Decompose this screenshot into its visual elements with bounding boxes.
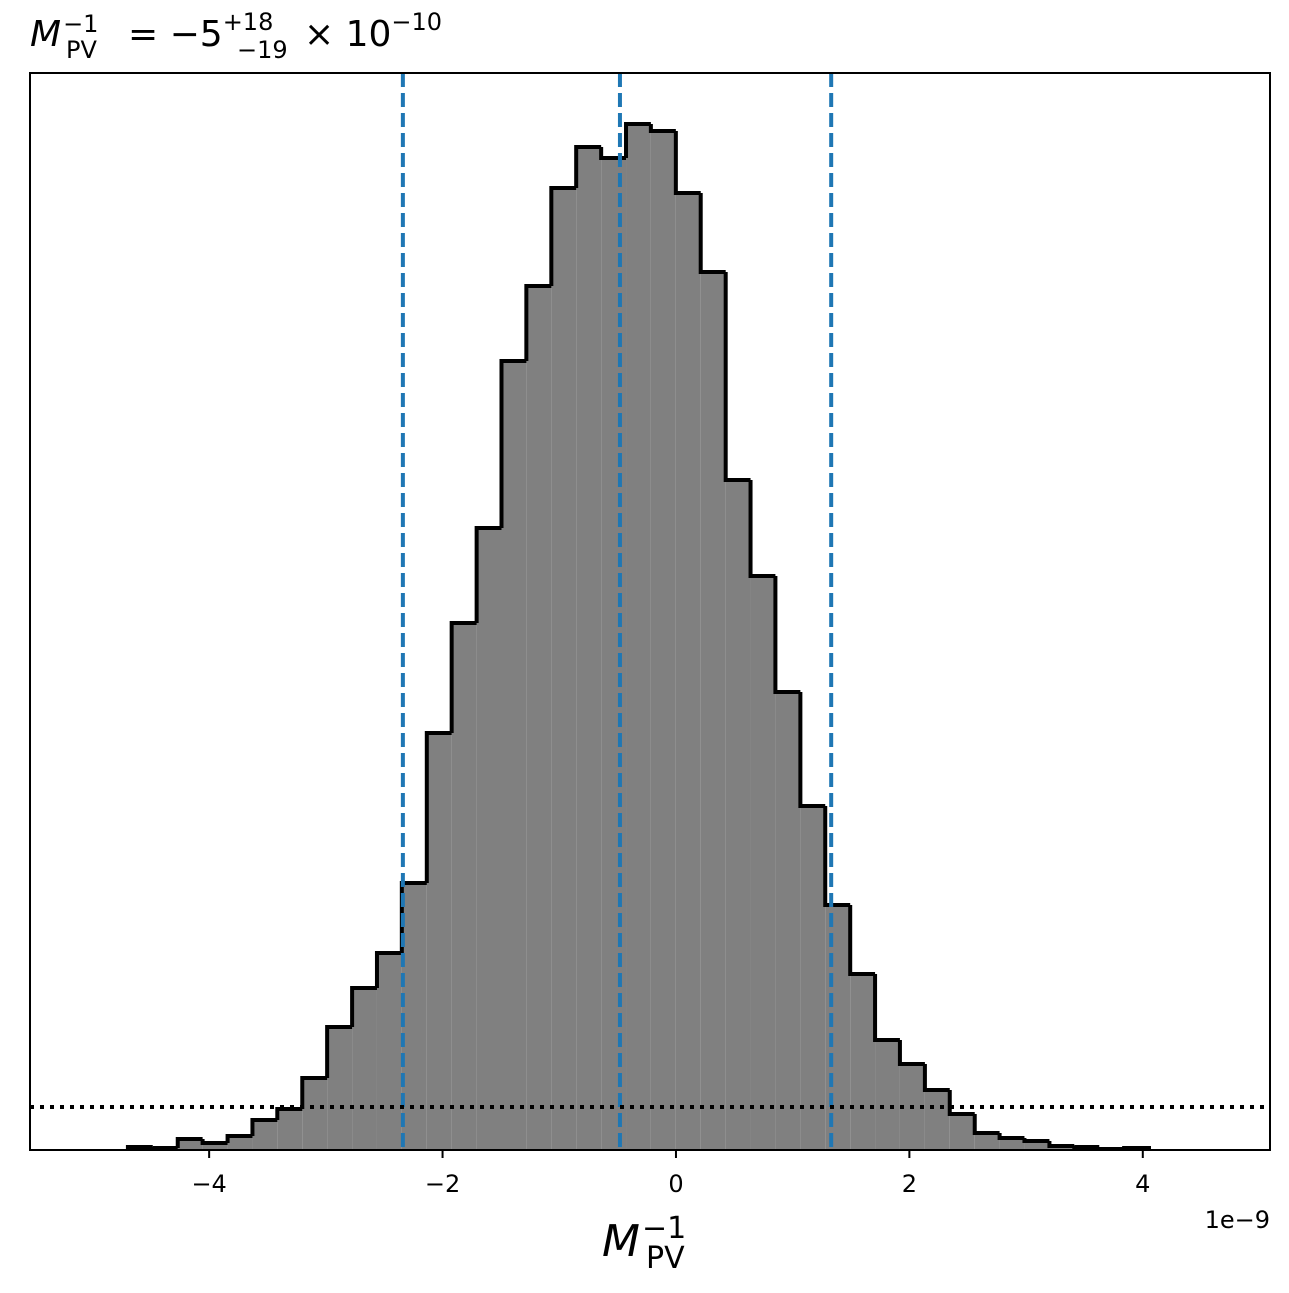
bar [376,953,402,1150]
bar-outline [1097,1147,1125,1151]
bar [352,988,377,1150]
title-subscript: PV [66,36,97,64]
bar [650,131,676,1150]
bar [675,193,701,1150]
bar-outline [897,1040,925,1066]
title-exponent: −10 [391,8,442,36]
x-tick-label: 2 [902,1170,917,1198]
x-tick-label: 4 [1135,1170,1150,1198]
bar [875,1040,900,1150]
bar [750,576,776,1150]
bar-outline [449,621,477,733]
bar-outline [624,122,651,158]
bar-outline [798,692,826,808]
bar-outline [175,1137,203,1148]
bar [227,1136,253,1150]
bar [626,124,651,1150]
bar [825,905,851,1150]
bar-outline [499,359,527,528]
bar [725,480,751,1150]
bar [551,188,577,1150]
bar-outline [325,1025,353,1078]
bar [401,883,427,1150]
bar [327,1027,353,1150]
bar-outline [673,131,701,195]
bar-outline [823,806,851,907]
bar-outline [1047,1141,1075,1148]
bar-outline [200,1139,228,1145]
bar [974,1133,1000,1150]
plot-frame [29,72,1271,1151]
bar-outline [424,731,452,883]
bar [775,692,801,1150]
bar-outline [549,186,577,286]
title-lower: −19 [237,36,288,64]
bar [601,158,627,1150]
xlabel-superscript: −1 [642,1211,686,1246]
bar [501,361,527,1150]
bar [202,1143,228,1150]
bar-outline [250,1118,278,1136]
bar [924,1090,950,1150]
bar [476,528,502,1150]
bar-outline [972,1114,1000,1135]
bar-outline [922,1064,950,1092]
bar-outline [350,986,377,1027]
bar-outline [599,147,627,160]
chart-title: M−1 PV = −5+18 −19 × 10−10 [30,8,442,64]
x-tick-label: −4 [191,1170,226,1198]
title-times: × 10 [304,14,391,55]
bar-outline [997,1133,1025,1140]
bar-outline [300,1076,328,1109]
bar-outline [150,1146,178,1150]
title-upper: +18 [223,8,274,36]
bar-outline [648,124,676,133]
bar [426,733,452,1150]
bar [302,1078,328,1150]
bar [949,1114,975,1150]
bar [576,147,602,1150]
bar-outline [374,951,402,988]
bar-outline [225,1134,253,1143]
bar [177,1139,203,1150]
bar-outline [574,145,602,188]
bar [850,974,876,1150]
bar [800,806,826,1150]
bar-outline [698,193,726,274]
x-tick-label: 0 [668,1170,683,1198]
bar-outline [1022,1138,1050,1143]
bar [277,1109,303,1150]
x-offset-label: 1e−9 [1205,1206,1270,1234]
bar-outline [748,480,776,578]
title-symbol: M [30,14,61,55]
bar [1024,1141,1050,1150]
bar-outline [873,974,900,1042]
bar [999,1138,1025,1150]
bar-outline [723,272,751,482]
bar-outline [524,284,552,361]
bar-outline [474,526,502,623]
bar [700,272,726,1150]
bar [526,286,552,1150]
bar [252,1120,278,1150]
title-superscript: −1 [63,10,98,38]
x-axis-label: M−1 PV [602,1211,686,1276]
xlabel-subscript: PV [646,1241,685,1276]
xlabel-symbol: M [602,1216,640,1267]
bar-outline [1072,1145,1100,1149]
bar-outline [848,905,876,976]
bar-outline [773,576,801,694]
title-value: = −5 [128,14,223,55]
x-tick-label: −2 [425,1170,460,1198]
bar-outline [947,1090,975,1116]
bar [451,623,477,1150]
